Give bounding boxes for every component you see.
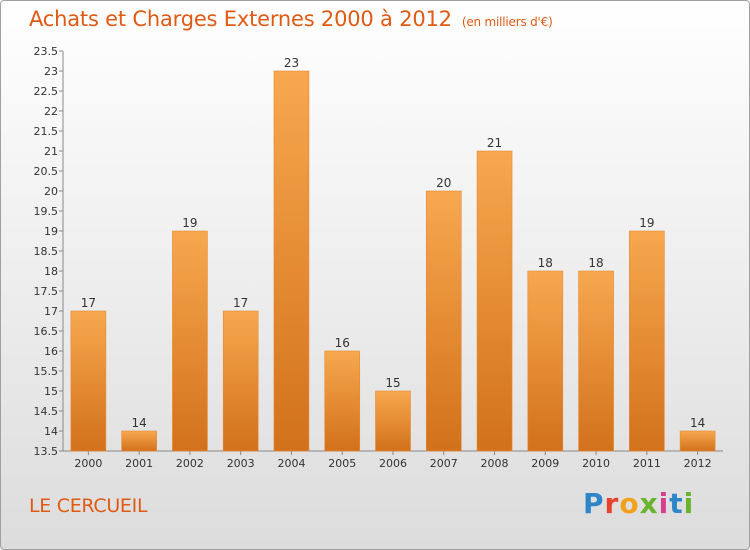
- y-tick-label: 14.5: [34, 405, 59, 418]
- bar-value-label: 19: [639, 216, 654, 230]
- bar-value-label: 23: [284, 56, 299, 70]
- y-tick-label: 19: [44, 225, 58, 238]
- y-tick-label: 23.5: [34, 45, 59, 58]
- bar: [476, 150, 513, 452]
- logo-letter: t: [669, 487, 684, 520]
- y-tick-label: 14: [44, 425, 58, 438]
- bar-value-label: 19: [182, 216, 197, 230]
- y-tick-label: 23: [44, 65, 58, 78]
- bar-value-label: 18: [588, 256, 603, 270]
- y-tick-label: 19.5: [34, 205, 59, 218]
- unit-label: (en milliers d'€): [461, 15, 553, 29]
- bar-value-label: 14: [690, 416, 705, 430]
- y-tick-label: 21.5: [34, 125, 59, 138]
- bar: [375, 390, 411, 452]
- x-tick-label: 2003: [227, 457, 255, 470]
- y-tick-label: 15: [44, 385, 58, 398]
- y-tick-label: 20: [44, 185, 58, 198]
- bar: [629, 230, 665, 452]
- x-tick-label: 2008: [481, 457, 509, 470]
- y-tick-label: 13.5: [34, 445, 59, 458]
- bar-value-label: 20: [436, 176, 451, 190]
- x-tick-label: 2011: [633, 457, 661, 470]
- y-tick-label: 22: [44, 105, 58, 118]
- y-tick-label: 15.5: [34, 365, 59, 378]
- y-tick-label: 18.5: [34, 245, 59, 258]
- y-tick-label: 17: [44, 305, 58, 318]
- x-tick-label: 2007: [430, 457, 458, 470]
- bar: [172, 230, 208, 452]
- bar: [222, 310, 259, 452]
- logo-letter: o: [619, 487, 640, 520]
- bar-value-label: 16: [335, 336, 350, 350]
- y-tick-label: 18: [44, 265, 58, 278]
- logo-letter: i: [683, 487, 695, 520]
- y-tick-label: 20.5: [34, 165, 59, 178]
- commune-name: LE CERCUEIL: [29, 495, 148, 517]
- y-tick-label: 17.5: [34, 285, 59, 298]
- y-tick-label: 22.5: [34, 85, 59, 98]
- y-tick-label: 16.5: [34, 325, 59, 338]
- axes: 13.5 14 14.5 15 15.5 16 16.5 17 17.5 18 18.5 19 19.5…: [34, 45, 723, 470]
- bar-value-label: 17: [81, 296, 96, 310]
- x-tick-label: 2009: [531, 457, 559, 470]
- title-text: Achats et Charges Externes 2000 à 2012: [29, 7, 452, 31]
- bar-value-label: 17: [233, 296, 248, 310]
- bar-value-label: 15: [385, 376, 400, 390]
- y-tick-label: 16: [44, 345, 58, 358]
- logo-letter: P: [583, 487, 605, 520]
- logo-letter: x: [639, 487, 659, 520]
- x-tick-label: 2004: [277, 457, 305, 470]
- bar: [324, 350, 361, 452]
- bar-value-label: 21: [487, 136, 502, 150]
- x-tick-label: 2002: [176, 457, 204, 470]
- x-tick-label: 2012: [684, 457, 712, 470]
- x-tick-label: 2010: [582, 457, 610, 470]
- logo-letter: r: [604, 487, 620, 520]
- logo-letter: i: [658, 487, 670, 520]
- bar: [70, 310, 107, 452]
- bars: 17 14 19 17 23 16 15 20 21 18 18 19 14: [70, 56, 716, 452]
- y-tick-label: 21: [44, 145, 58, 158]
- bar: [578, 270, 614, 452]
- bar: [527, 270, 564, 452]
- x-tick-label: 2005: [328, 457, 356, 470]
- bar: [121, 430, 157, 452]
- proxiti-logo: Proxiti: [583, 487, 694, 520]
- x-tick-label: 2006: [379, 457, 407, 470]
- bar: [425, 190, 462, 452]
- bar: [679, 430, 716, 452]
- bar-value-label: 14: [132, 416, 147, 430]
- x-tick-label: 2000: [74, 457, 102, 470]
- x-tick-label: 2001: [125, 457, 153, 470]
- bar: [273, 70, 310, 452]
- chart-title: Achats et Charges Externes 2000 à 2012 (e…: [29, 7, 553, 31]
- bar-value-label: 18: [538, 256, 553, 270]
